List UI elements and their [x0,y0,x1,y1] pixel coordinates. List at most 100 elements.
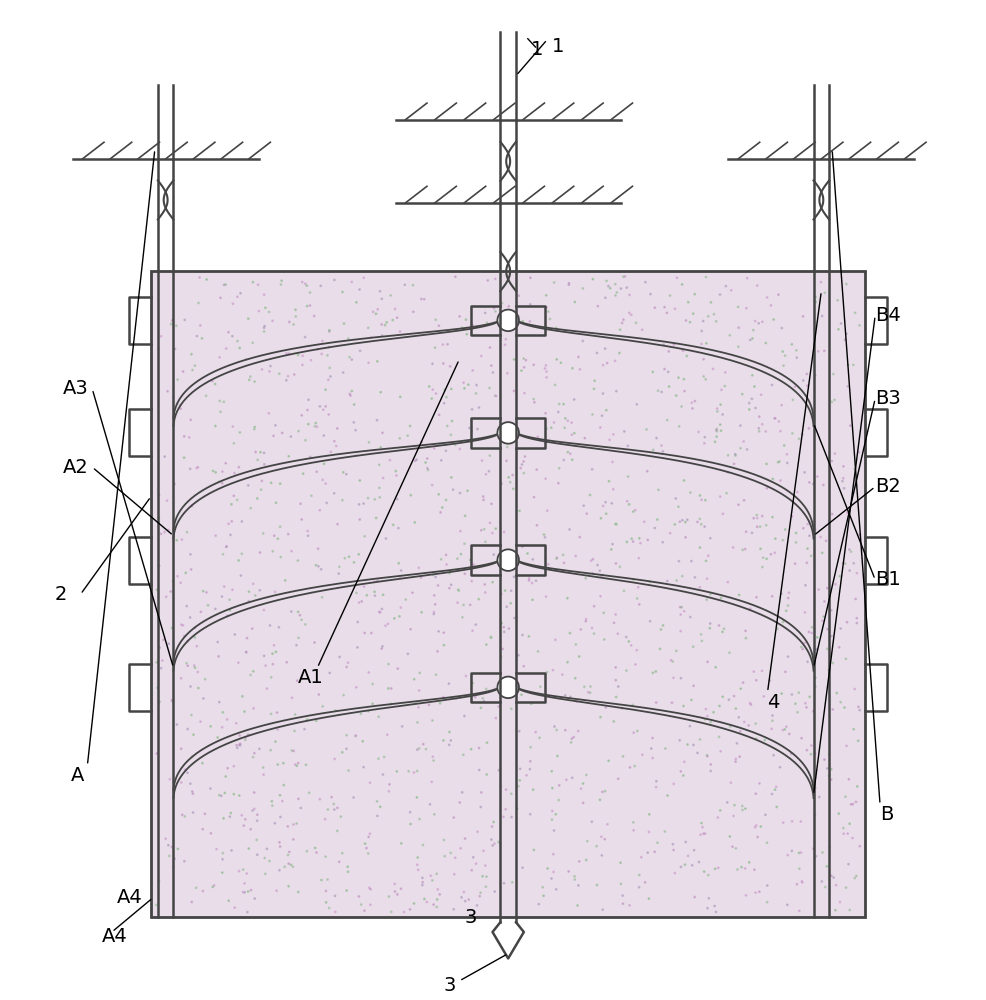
Point [689,745,705,761]
Point [285,859,301,875]
Point [307,418,322,434]
Point [732,440,747,456]
Point [280,847,296,863]
Point [435,356,451,372]
Point [278,345,294,361]
Point [822,628,838,644]
Point [636,514,652,530]
Point [477,879,493,895]
Point [304,488,319,504]
Point [379,314,394,330]
Point [334,492,350,508]
Point [776,348,792,364]
Point [444,413,459,429]
Point [317,476,333,492]
Point [436,637,452,653]
Point [316,428,331,444]
Point [260,405,276,421]
Point [640,824,656,840]
Point [616,423,632,439]
Point [741,695,757,711]
Point [470,740,486,756]
Point [749,829,765,845]
Point [621,759,637,775]
Point [574,333,590,349]
Point [801,528,816,544]
Point [673,512,689,528]
Point [338,727,354,743]
Point [215,704,231,720]
Point [447,269,462,285]
Point [826,446,842,462]
Point [500,298,516,314]
Point [396,277,412,293]
Point [766,410,782,426]
Point [379,727,394,743]
Point [375,767,390,783]
Text: 4: 4 [767,693,779,712]
Point [410,699,426,715]
Point [402,816,418,832]
Point [596,605,611,621]
Point [307,840,322,856]
Point [413,570,429,586]
Point [665,654,680,670]
Point [457,566,472,582]
Point [360,845,376,861]
Point [521,570,536,586]
Point [646,844,662,860]
Point [564,360,580,376]
Point [183,346,199,362]
Point [734,386,749,402]
Point [745,862,761,878]
Point [232,424,247,440]
Circle shape [497,549,519,571]
Point [347,728,363,744]
Point [793,845,809,861]
Point [214,865,230,881]
Point [793,873,809,889]
Point [750,420,766,436]
Point [230,289,246,305]
Point [276,859,292,875]
Point [420,462,436,478]
Point [547,632,563,648]
Point [472,799,488,815]
Point [834,555,850,571]
Point [841,542,857,558]
Point [371,604,387,620]
Point [787,696,803,712]
Point [799,541,814,557]
Point [773,320,789,336]
Point [510,308,526,324]
Point [411,811,427,827]
Point [677,834,693,850]
Point [560,863,576,879]
Point [696,429,712,445]
Point [299,278,315,294]
Point [704,361,720,377]
Point [765,747,781,763]
Point [648,773,664,789]
Point [834,470,850,486]
Point [165,693,180,709]
Point [504,874,520,890]
Point [692,516,708,532]
Point [697,701,713,717]
Point [681,314,697,330]
Point [485,547,501,563]
Point [352,472,368,488]
Point [593,568,608,584]
Point [169,532,184,548]
Point [306,308,321,324]
Point [835,458,851,474]
Point [700,867,716,883]
Point [661,379,676,395]
Point [511,503,527,519]
Point [606,353,622,369]
Point [234,513,249,529]
Point [813,844,829,860]
Point [256,323,272,339]
Point [446,810,461,826]
Point [505,481,521,497]
